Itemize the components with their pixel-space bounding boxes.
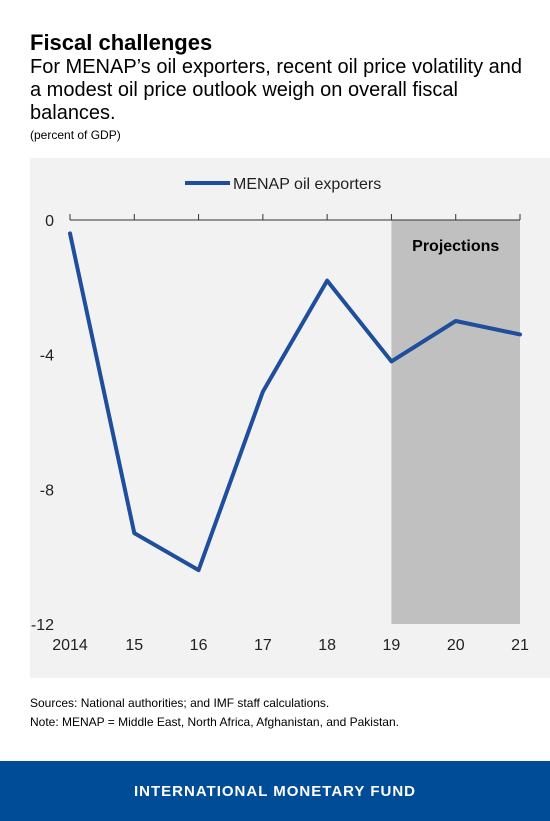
chart-title: Fiscal challenges — [30, 30, 213, 55]
data-point — [455, 320, 457, 322]
data-point — [519, 333, 521, 335]
line-chart: Projections 2014 15 16 17 18 19 20 21 0 -4 -8 -12 M… — [30, 158, 550, 678]
chart-notes: Sources: National authorities; and IMF s… — [30, 694, 530, 732]
chart-subtitle: For MENAP’s oil exporters, recent oil pr… — [30, 56, 523, 124]
x-tick-label: 2014 — [52, 637, 88, 654]
data-point — [198, 569, 200, 571]
y-tick-label: -12 — [31, 617, 54, 634]
projection-band — [391, 220, 520, 624]
x-tick-label: 17 — [254, 637, 272, 654]
y-tick-label: 0 — [45, 213, 54, 230]
data-point — [326, 280, 328, 282]
x-tick-label: 15 — [125, 637, 143, 654]
definition-note: Note: MENAP = Middle East, North Africa,… — [30, 715, 399, 729]
legend-label: MENAP oil exporters — [233, 176, 381, 193]
unit-label: (percent of GDP) — [30, 128, 121, 142]
data-point — [133, 532, 135, 534]
projection-label: Projections — [412, 238, 499, 255]
footer-bar: INTERNATIONAL MONETARY FUND — [0, 761, 550, 821]
sources-note: Sources: National authorities; and IMF s… — [30, 696, 330, 710]
x-tick-label: 19 — [383, 637, 401, 654]
data-point — [390, 360, 392, 362]
data-point — [69, 232, 71, 234]
x-tick-label: 20 — [447, 637, 465, 654]
x-tick-label: 16 — [190, 637, 208, 654]
x-tick-label: 21 — [511, 637, 529, 654]
y-tick-label: -8 — [40, 482, 54, 499]
footer-org-name: INTERNATIONAL MONETARY FUND — [134, 782, 416, 800]
y-tick-label: -4 — [40, 348, 54, 365]
series-line — [68, 231, 522, 573]
x-tick-label: 18 — [318, 637, 336, 654]
data-point — [262, 391, 264, 393]
chart-svg: Projections 2014 15 16 17 18 19 20 21 0 -4 -8 -12 M… — [30, 158, 550, 678]
